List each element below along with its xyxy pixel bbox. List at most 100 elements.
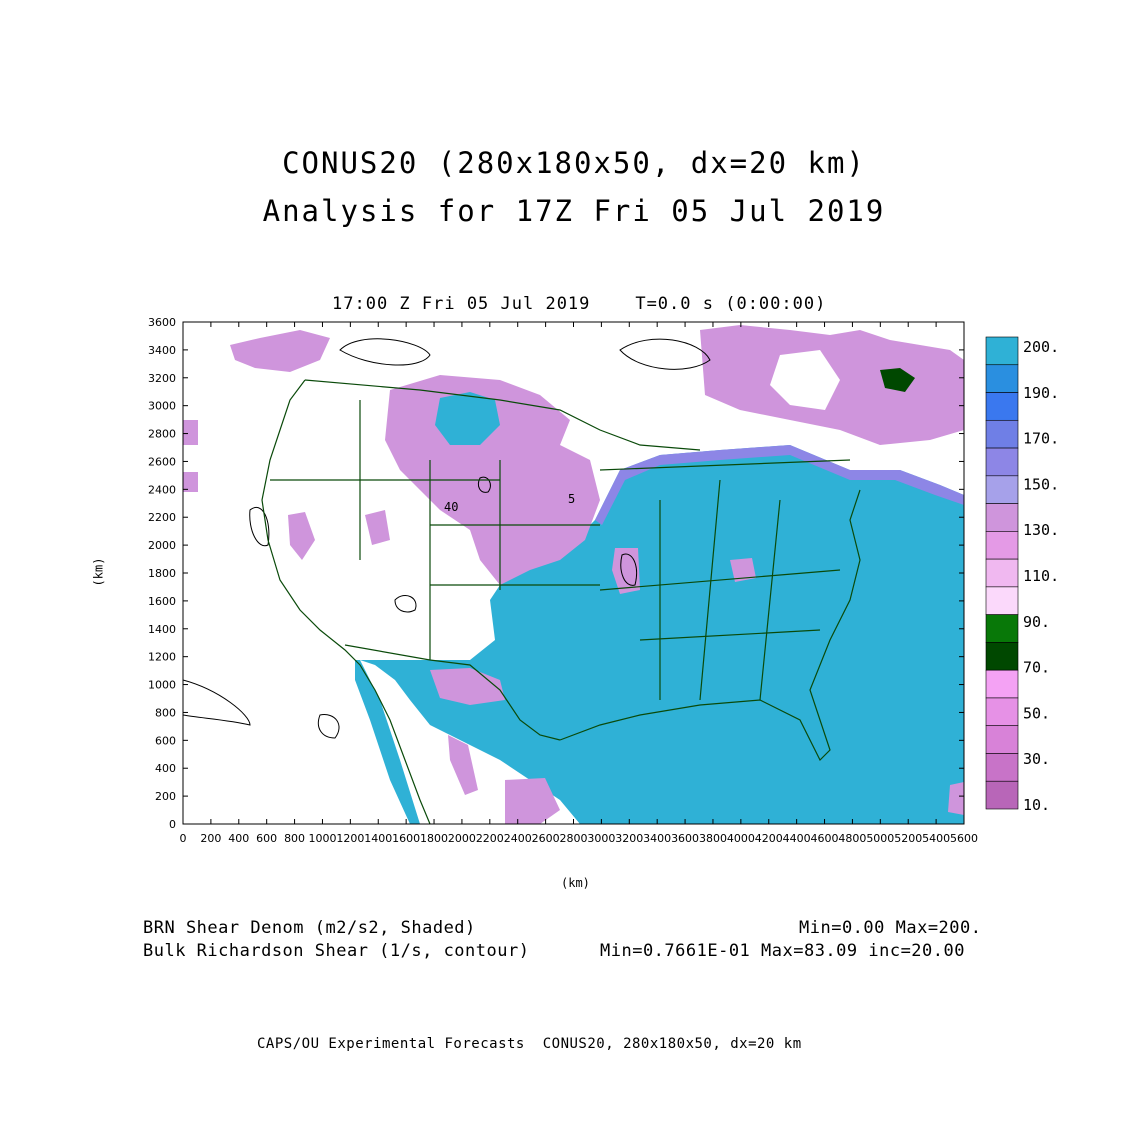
- shaded-patch-texas: [430, 668, 505, 705]
- shaded-patch-west1: [183, 420, 198, 445]
- y-axis: 0 200 400 600 800 1000 1200 1400 1600 1800 2000 220…: [148, 316, 964, 831]
- x-tick-label: 1000: [308, 832, 336, 845]
- x-tick-label: 0: [180, 832, 187, 845]
- credit-label: CAPS/OU Experimental Forecasts CONUS20, …: [257, 1036, 802, 1052]
- shaded-patch-yucatan: [505, 778, 560, 824]
- x-tick-label: 4200: [755, 832, 783, 845]
- x-tick-label: 3000: [587, 832, 615, 845]
- x-tick-label: 4800: [838, 832, 866, 845]
- colorbar-swatch: [985, 392, 1019, 421]
- colorbar-label: 30.: [1023, 750, 1050, 768]
- shaded-field: [183, 322, 964, 824]
- colorbar-label: 190.: [1023, 384, 1059, 402]
- state-line: [759, 499, 781, 701]
- colorbar-swatch: [985, 558, 1019, 588]
- x-tick-label: 5200: [894, 832, 922, 845]
- x-tick-label: 1200: [336, 832, 364, 845]
- y-tick-label: 2000: [148, 539, 176, 552]
- boundaries: [261, 379, 861, 824]
- x-tick-label: 2200: [476, 832, 504, 845]
- y-tick-label: 1000: [148, 679, 176, 692]
- contour-annotation: 40: [444, 500, 459, 514]
- x-tick-label: 3200: [615, 832, 643, 845]
- colorbar-swatch: [985, 725, 1019, 754]
- valid-time-label: 17:00 Z Fri 05 Jul 2019 T=0.0 s (0:00:00…: [332, 294, 827, 314]
- state-line: [639, 629, 821, 641]
- x-tick-label: 2000: [448, 832, 476, 845]
- x-tick-label: 3800: [699, 832, 727, 845]
- colorbar-label: 150.: [1023, 475, 1059, 493]
- y-tick-label: 2400: [148, 483, 176, 496]
- shaded-green-patch: [880, 368, 915, 392]
- x-tick-label: 5400: [922, 832, 950, 845]
- shaded-patch-idaho: [288, 512, 315, 560]
- colorbar-swatch: [985, 586, 1019, 615]
- x-tick-label: 400: [228, 832, 249, 845]
- x-tick-label: 1800: [420, 832, 448, 845]
- coastline-gulf: [559, 489, 861, 762]
- shaded-patch-kentucky: [730, 558, 756, 582]
- y-tick-label: 2600: [148, 455, 176, 468]
- x-tick-label: 4000: [727, 832, 755, 845]
- y-tick-label: 800: [155, 706, 176, 719]
- y-tick-label: 1200: [148, 651, 176, 664]
- y-tick-label: 2800: [148, 428, 176, 441]
- colorbar-swatch: [985, 503, 1019, 532]
- y-tick-label: 1800: [148, 567, 176, 580]
- contour-field-label: Bulk Richardson Shear (1/s, contour): [143, 941, 530, 961]
- x-tick-label: 800: [284, 832, 305, 845]
- shaded-patch-canada-w: [230, 330, 330, 372]
- y-tick-label: 200: [155, 790, 176, 803]
- colorbar-swatch: [985, 447, 1019, 477]
- x-tick-label: 5000: [866, 832, 894, 845]
- x-tick-label: 1400: [364, 832, 392, 845]
- contour-line: [619, 338, 711, 370]
- shaded-patch-west2: [183, 472, 198, 492]
- shaded-patch-utah: [365, 510, 390, 545]
- contour-line: [477, 476, 491, 493]
- y-tick-label: 3200: [148, 372, 176, 385]
- y-tick-label: 3400: [148, 344, 176, 357]
- map-title: CONUS20 (280x180x50, dx=20 km): [282, 146, 866, 180]
- contour-line: [249, 507, 270, 547]
- colorbar-label: 110.: [1023, 567, 1059, 585]
- colorbar-label: 170.: [1023, 430, 1059, 448]
- state-line: [599, 459, 851, 471]
- y-tick-label: 600: [155, 734, 176, 747]
- y-tick-label: 3600: [148, 316, 176, 329]
- contour-annotation: 5: [568, 492, 576, 506]
- y-tick-label: 2200: [148, 511, 176, 524]
- contour-line: [394, 595, 417, 613]
- x-tick-label: 4600: [811, 832, 839, 845]
- x-tick-label: 2400: [504, 832, 532, 845]
- x-tick-label: 4400: [783, 832, 811, 845]
- colorbar-swatch: [985, 642, 1019, 671]
- contour-line: [317, 714, 340, 739]
- colorbar-swatch: [985, 753, 1019, 782]
- contour-range-label: Min=0.7661E-01 Max=83.09 inc=20.00: [600, 941, 965, 961]
- state-line: [699, 479, 721, 701]
- x-tick-label: 2600: [532, 832, 560, 845]
- colorbar-swatch: [985, 669, 1019, 699]
- state-line: [599, 569, 841, 591]
- contour-line: [339, 338, 431, 366]
- contour-line: [620, 553, 637, 586]
- x-tick-label: 3600: [671, 832, 699, 845]
- shaded-cyan-montana: [435, 392, 500, 445]
- x-tick-label: 2800: [560, 832, 588, 845]
- y-tick-label: 400: [155, 762, 176, 775]
- colorbar-swatch: [985, 364, 1019, 393]
- colorbar-swatch: [985, 697, 1019, 727]
- colorbar-label: 130.: [1023, 521, 1059, 539]
- colorbar-label: 90.: [1023, 613, 1050, 631]
- colorbar-swatch: [985, 475, 1019, 504]
- map-subtitle: Analysis for 17Z Fri 05 Jul 2019: [262, 194, 886, 228]
- colorbar-label: 200.: [1023, 338, 1059, 356]
- colorbar-label: 10.: [1023, 796, 1050, 814]
- x-tick-label: 5600: [950, 832, 978, 845]
- colorbar-label: 70.: [1023, 659, 1050, 677]
- colorbar-swatch: [985, 614, 1019, 643]
- y-tick-label: 1600: [148, 595, 176, 608]
- y-tick-label: 1400: [148, 623, 176, 636]
